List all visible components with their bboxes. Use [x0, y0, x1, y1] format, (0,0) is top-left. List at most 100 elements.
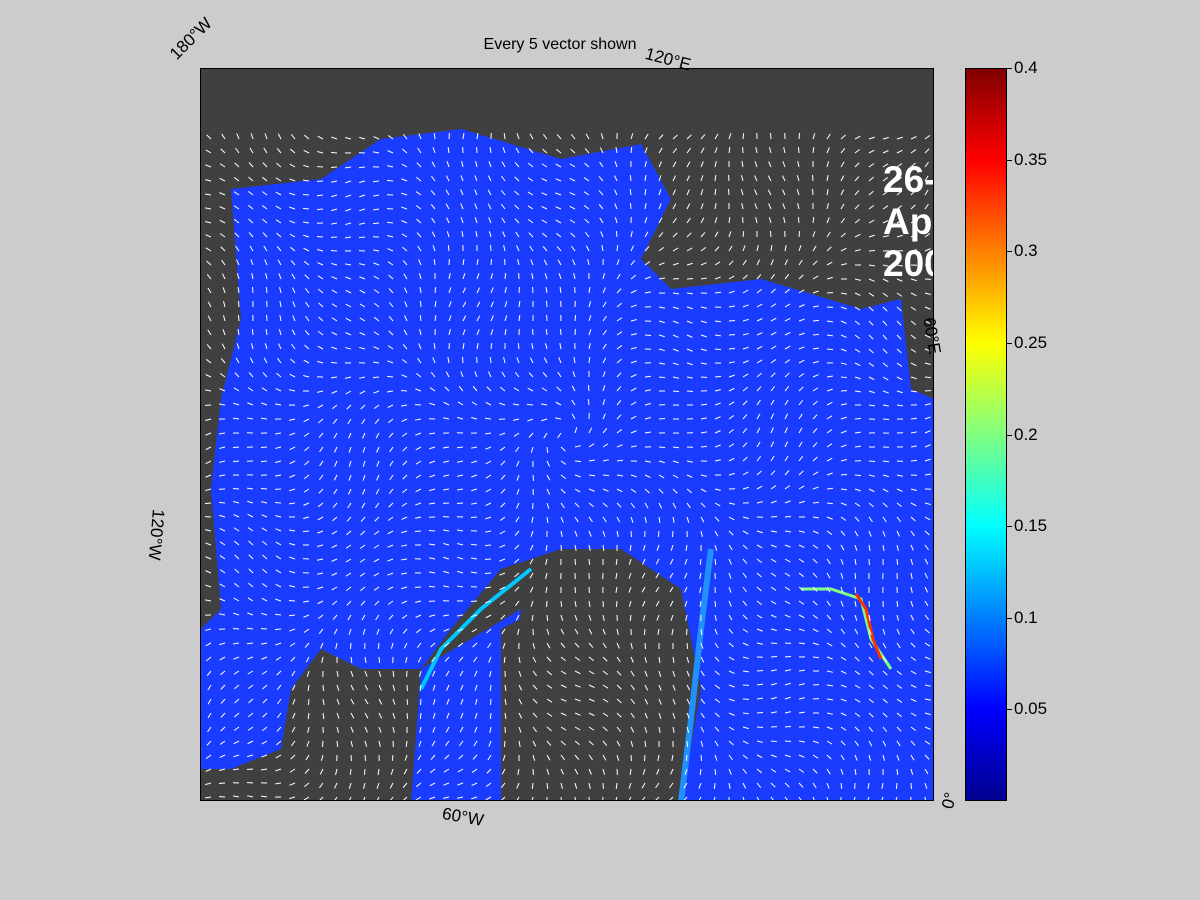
- drift-vector: [602, 301, 607, 308]
- drift-vector: [826, 334, 834, 337]
- drift-vector: [616, 712, 622, 718]
- drift-vector: [616, 358, 622, 364]
- drift-vector: [686, 161, 691, 168]
- drift-vector: [305, 301, 310, 308]
- drift-vector: [784, 725, 792, 728]
- drift-vector: [784, 331, 791, 336]
- drift-vector: [545, 328, 548, 336]
- drift-vector: [826, 189, 829, 196]
- drift-vector: [251, 343, 254, 350]
- drift-vector: [331, 276, 338, 280]
- drift-vector: [583, 191, 590, 196]
- drift-vector: [279, 287, 282, 294]
- drift-vector: [924, 218, 930, 224]
- drift-vector: [207, 712, 212, 719]
- drift-vector: [615, 782, 618, 790]
- drift-vector: [555, 219, 562, 224]
- drift-vector: [672, 460, 679, 464]
- drift-vector: [546, 614, 549, 622]
- drift-vector: [560, 698, 567, 702]
- drift-vector: [714, 600, 717, 608]
- drift-vector: [826, 712, 833, 715]
- drift-vector: [261, 501, 268, 504]
- drift-vector: [485, 401, 492, 406]
- drift-vector: [487, 642, 492, 649]
- drift-vector: [471, 488, 478, 492]
- drift-vector: [644, 656, 647, 663]
- drift-vector: [616, 414, 622, 420]
- drift-vector: [812, 333, 820, 336]
- drift-vector: [402, 628, 408, 634]
- drift-vector: [362, 432, 366, 439]
- drift-vector: [415, 446, 422, 451]
- drift-vector: [431, 656, 436, 663]
- drift-vector: [362, 782, 366, 789]
- drift-vector: [434, 301, 437, 308]
- drift-vector: [629, 174, 632, 182]
- drift-vector: [265, 286, 268, 294]
- drift-vector: [289, 642, 296, 647]
- drift-vector: [246, 487, 254, 490]
- drift-vector: [489, 670, 492, 677]
- drift-vector: [812, 726, 820, 729]
- drift-vector: [387, 165, 394, 168]
- drift-vector: [924, 320, 931, 325]
- drift-vector: [489, 684, 492, 692]
- drift-vector: [515, 502, 520, 509]
- drift-vector: [798, 740, 805, 743]
- drift-vector: [470, 600, 478, 603]
- drift-vector: [262, 162, 268, 168]
- drift-vector: [910, 234, 917, 238]
- drift-vector: [896, 306, 902, 312]
- drift-vector: [415, 474, 422, 479]
- drift-vector: [882, 264, 889, 267]
- drift-vector: [346, 404, 352, 410]
- drift-vector: [429, 614, 436, 618]
- drift-vector: [672, 306, 679, 310]
- drift-vector: [742, 670, 750, 673]
- drift-vector: [784, 317, 791, 322]
- drift-vector: [359, 332, 366, 336]
- drift-vector: [924, 161, 929, 168]
- drift-vector: [798, 600, 805, 605]
- drift-vector: [304, 460, 310, 466]
- drift-vector: [910, 204, 916, 210]
- drift-vector: [840, 614, 845, 621]
- drift-vector: [331, 303, 338, 308]
- drift-vector: [574, 684, 581, 688]
- drift-vector: [345, 222, 352, 226]
- drift-vector: [910, 348, 917, 353]
- drift-vector: [487, 189, 492, 196]
- drift-vector: [728, 275, 735, 280]
- drift-vector: [237, 300, 240, 308]
- drift-vector: [798, 711, 806, 714]
- drift-vector: [233, 177, 240, 182]
- drift-vector: [644, 276, 651, 280]
- drift-vector: [476, 329, 480, 336]
- drift-vector: [882, 235, 889, 238]
- drift-vector: [206, 134, 212, 140]
- drift-vector: [387, 345, 394, 350]
- drift-vector: [546, 446, 549, 454]
- drift-vector: [333, 628, 338, 635]
- drift-vector: [669, 600, 674, 607]
- drift-vector: [588, 628, 593, 635]
- drift-vector: [910, 219, 917, 224]
- drift-vector: [840, 628, 846, 635]
- drift-vector: [276, 670, 282, 676]
- drift-vector: [812, 305, 819, 308]
- drift-vector: [672, 362, 679, 366]
- drift-vector: [541, 219, 548, 224]
- drift-vector: [303, 628, 310, 633]
- drift-vector: [334, 796, 338, 800]
- colorbar-tick: [1006, 526, 1012, 528]
- drift-vector: [644, 375, 652, 378]
- drift-vector: [672, 189, 676, 196]
- drift-vector: [348, 628, 352, 635]
- drift-vector: [574, 740, 580, 746]
- drift-vector: [403, 642, 408, 649]
- drift-vector: [275, 541, 282, 546]
- drift-vector: [500, 474, 506, 480]
- drift-vector: [402, 344, 408, 350]
- drift-vector: [250, 259, 254, 266]
